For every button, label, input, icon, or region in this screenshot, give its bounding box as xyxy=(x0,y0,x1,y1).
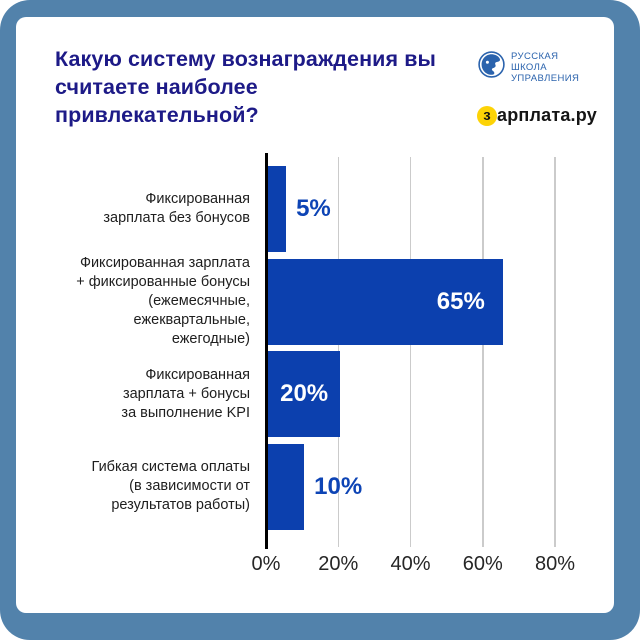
x-tick-label: 80% xyxy=(534,553,576,575)
bar xyxy=(268,351,341,437)
gridline xyxy=(554,157,556,547)
category-label: Фиксированная зарплата + фиксированные б… xyxy=(76,255,250,347)
chart-title: Какую систему вознаграждения вы считаете… xyxy=(55,47,436,127)
bar-value-label: 10% xyxy=(314,472,363,500)
content-card: Какую систему вознаграждения вы считаете… xyxy=(16,17,614,613)
x-tick-label: 20% xyxy=(318,553,359,575)
category-label: Фиксированная зарплата без бонусов xyxy=(103,191,250,226)
x-tick-label: 40% xyxy=(390,553,431,575)
category-label: Фиксированная зарплата + бонусы за выпол… xyxy=(121,366,250,421)
bar-value-label: 65% xyxy=(436,287,485,315)
bar xyxy=(268,166,287,252)
rsu-logo: РУССКАЯ ШКОЛА УПРАВЛЕНИЯ xyxy=(478,51,579,84)
gridline xyxy=(409,157,412,547)
bar xyxy=(268,443,305,530)
bar xyxy=(268,258,503,345)
zarplata-logo: з арплата.ру xyxy=(477,105,597,126)
x-tick-label: 60% xyxy=(462,553,503,575)
rsu-line-1: РУССКАЯ xyxy=(511,51,559,62)
y-axis-line xyxy=(264,153,268,549)
zarplata-logo-text: арплата.ру xyxy=(497,105,597,125)
bar-chart: 5% 65% 20% 10% Фиксированная зарплата без б… xyxy=(16,17,614,613)
bar-value-label: 20% xyxy=(280,380,329,407)
gridline xyxy=(482,157,484,547)
rsu-line-3: УПРАВЛЕНИЯ xyxy=(511,73,580,84)
rsu-globe-face-icon xyxy=(478,51,505,78)
bar-value-label: 5% xyxy=(296,195,331,222)
zarplata-letter-badge-icon: з xyxy=(477,105,497,126)
x-tick-label: 0% xyxy=(251,553,281,575)
rsu-logo-text: РУССКАЯ ШКОЛА УПРАВЛЕНИЯ xyxy=(511,51,579,84)
category-label: Гибкая система оплаты (в зависимости от … xyxy=(91,459,250,513)
plot-area: 5% 65% 20% 10% xyxy=(264,153,566,549)
rsu-line-2: ШКОЛА xyxy=(511,62,547,73)
